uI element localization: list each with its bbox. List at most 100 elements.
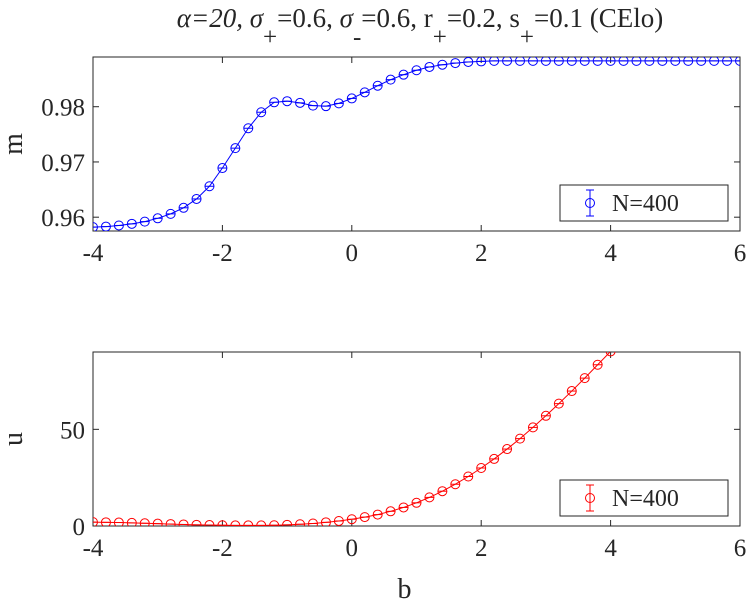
bottom-data-point bbox=[230, 520, 241, 526]
bottom-data-point bbox=[502, 444, 513, 455]
bottom-ytick-label: 50 bbox=[60, 417, 85, 444]
bottom-data-point bbox=[217, 520, 228, 526]
top-data-point bbox=[320, 101, 331, 112]
top-data-point bbox=[515, 57, 526, 66]
top-panel: -4 -2 0 2 4 6 0.96 0.97 0.98 m N=400 bbox=[0, 56, 746, 267]
top-ytick-label: 0.98 bbox=[41, 95, 85, 122]
bottom-data-point bbox=[592, 359, 603, 370]
bottom-data-point bbox=[437, 486, 448, 497]
top-plot-area bbox=[93, 57, 740, 231]
bottom-data-point bbox=[307, 518, 318, 526]
top-data-point bbox=[295, 97, 306, 108]
top-data-point bbox=[230, 143, 241, 154]
bottom-data-point bbox=[243, 520, 254, 526]
top-data-point bbox=[476, 57, 487, 67]
top-data-point bbox=[372, 80, 383, 91]
bottom-data-point bbox=[398, 502, 409, 513]
bottom-data-point bbox=[333, 515, 344, 526]
bottom-data-point bbox=[566, 386, 577, 397]
top-data-point bbox=[527, 57, 538, 66]
bottom-data-point bbox=[515, 433, 526, 444]
bottom-xtick-label: -4 bbox=[83, 535, 104, 562]
bottom-panel: -4 -2 0 2 4 6 0 50 u b N=400 bbox=[0, 351, 747, 605]
top-data-point bbox=[540, 57, 551, 66]
bottom-data-point bbox=[553, 398, 564, 409]
top-data-point bbox=[139, 216, 150, 227]
top-ytick-label: 0.97 bbox=[41, 150, 85, 177]
top-data-point bbox=[217, 163, 228, 174]
top-data-point bbox=[243, 123, 254, 134]
top-data-point bbox=[683, 57, 694, 66]
bottom-data-point bbox=[178, 519, 189, 526]
top-xtick-label: -2 bbox=[212, 240, 233, 267]
bottom-legend: N=400 bbox=[559, 479, 729, 517]
bottom-data-point bbox=[424, 492, 435, 503]
top-data-point bbox=[165, 208, 176, 219]
bottom-xtick-label: 6 bbox=[734, 535, 747, 562]
bottom-data-point bbox=[346, 514, 357, 525]
top-data-point bbox=[359, 87, 370, 98]
bottom-data-point bbox=[463, 471, 474, 482]
top-data-point bbox=[709, 57, 720, 66]
top-data-point bbox=[411, 65, 422, 76]
top-data-point bbox=[152, 213, 163, 224]
bottom-xtick-label: 4 bbox=[604, 535, 617, 562]
top-data-point bbox=[696, 57, 707, 66]
top-data-point bbox=[579, 57, 590, 66]
bottom-data-point bbox=[489, 453, 500, 464]
bottom-data-point bbox=[295, 519, 306, 526]
top-data-point bbox=[256, 107, 267, 118]
bottom-data-point bbox=[282, 519, 293, 526]
bottom-data-point bbox=[113, 517, 124, 526]
top-data-point bbox=[670, 57, 681, 66]
bottom-data-point bbox=[165, 519, 176, 526]
top-data-point bbox=[644, 57, 655, 66]
bottom-xtick-label: 2 bbox=[475, 535, 488, 562]
top-data-point bbox=[204, 181, 215, 192]
top-data-point bbox=[333, 98, 344, 109]
bottom-data-point bbox=[139, 518, 150, 526]
bottom-data-point bbox=[100, 517, 111, 526]
top-data-point bbox=[191, 193, 202, 204]
top-xtick-label: 2 bbox=[475, 240, 488, 267]
top-xtick-label: 4 bbox=[604, 240, 617, 267]
bottom-data-point bbox=[359, 512, 370, 523]
top-data-point bbox=[398, 69, 409, 80]
bottom-legend-box bbox=[559, 479, 729, 517]
top-data-point bbox=[346, 93, 357, 104]
bottom-data-point bbox=[385, 506, 396, 517]
top-data-point bbox=[269, 97, 280, 108]
top-data-point bbox=[113, 220, 124, 231]
top-data-point bbox=[463, 57, 474, 67]
top-data-point bbox=[735, 57, 740, 66]
bottom-plot-area bbox=[93, 352, 616, 526]
top-data-point bbox=[100, 221, 111, 231]
top-legend-box bbox=[559, 184, 729, 222]
top-data-point bbox=[657, 57, 668, 66]
bottom-data-point bbox=[204, 520, 215, 526]
bottom-data-point bbox=[450, 479, 461, 490]
top-data-point bbox=[502, 57, 513, 66]
figure-title: α=20, σ+=0.6, σ-=0.6, r+=0.2, s+=0.1 (CE… bbox=[177, 3, 663, 51]
bottom-xtick-label: -2 bbox=[212, 535, 233, 562]
top-data-point bbox=[566, 57, 577, 66]
top-data-point bbox=[722, 57, 733, 66]
top-data-point bbox=[126, 218, 137, 229]
top-data-point bbox=[618, 57, 629, 66]
top-data-point bbox=[437, 59, 448, 70]
top-xtick-label: -4 bbox=[83, 240, 104, 267]
top-data-point bbox=[385, 74, 396, 85]
top-data-point bbox=[307, 100, 318, 111]
top-legend-label: N=400 bbox=[612, 191, 679, 217]
bottom-data-point bbox=[411, 497, 422, 508]
bottom-data-point bbox=[126, 517, 137, 526]
top-data-point bbox=[93, 222, 98, 231]
bottom-data-point bbox=[579, 373, 590, 384]
bottom-legend-label: N=400 bbox=[612, 486, 679, 512]
top-data-point bbox=[450, 58, 461, 69]
top-data-point bbox=[592, 57, 603, 66]
top-data-point bbox=[489, 57, 500, 66]
bottom-data-point bbox=[605, 352, 616, 357]
bottom-data-point bbox=[256, 520, 267, 526]
top-data-point bbox=[605, 57, 616, 66]
